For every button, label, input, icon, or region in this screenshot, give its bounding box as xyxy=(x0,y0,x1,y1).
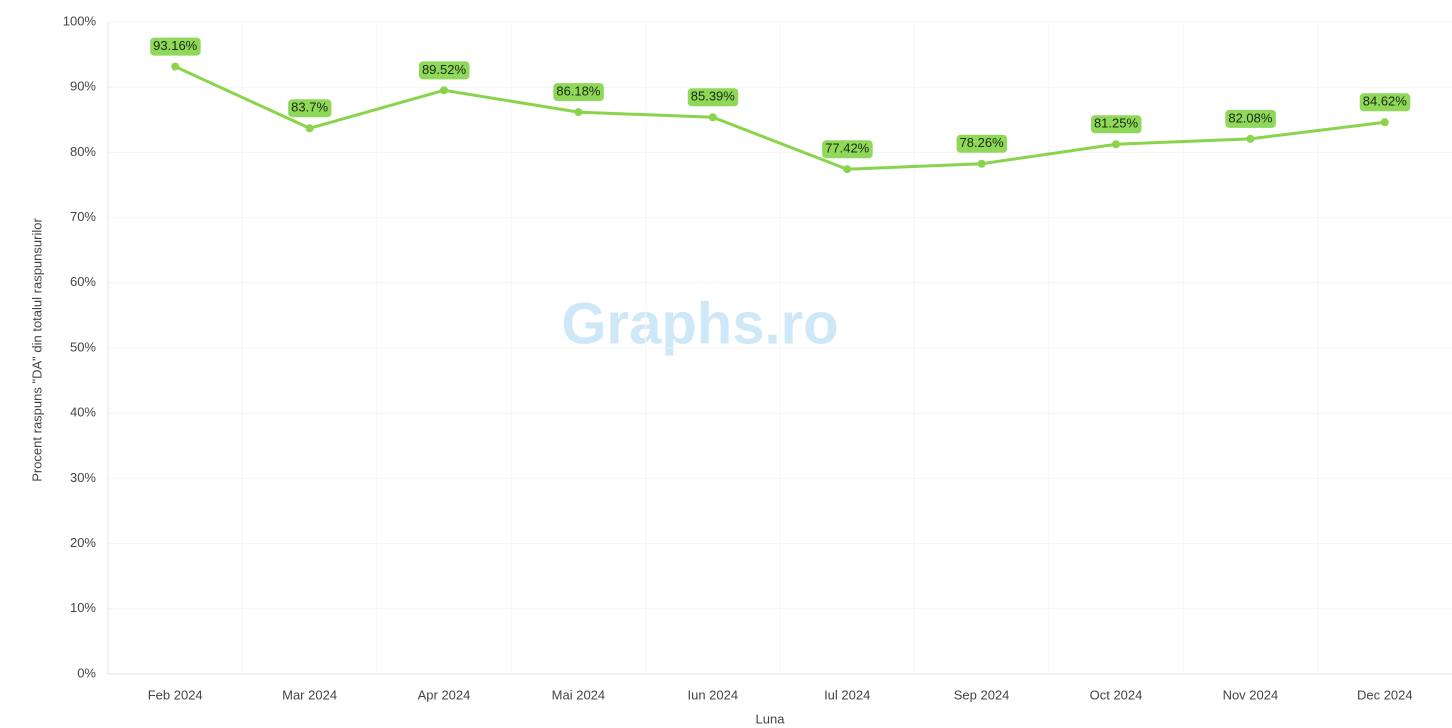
y-tick-label: 50% xyxy=(70,339,96,354)
point xyxy=(440,86,448,95)
value-label-bg xyxy=(418,61,470,80)
value-label-bg xyxy=(553,83,604,102)
point xyxy=(708,113,717,122)
y-tick-label: 80% xyxy=(70,144,96,159)
y-tick-label: 90% xyxy=(70,79,96,94)
watermark: Graphs.ro xyxy=(561,291,838,356)
value-label-bg xyxy=(1090,115,1142,134)
x-tick-label: Mai 2024 xyxy=(552,687,605,702)
x-tick-label: Feb 2024 xyxy=(148,687,203,702)
series-line xyxy=(174,65,1385,171)
y-axis-label: Procent raspuns "DA" din totalul raspuns… xyxy=(29,218,44,482)
point xyxy=(305,124,314,133)
value-label-text: 81.25% xyxy=(1094,116,1139,131)
point xyxy=(977,159,986,168)
value-label-text: 78.26% xyxy=(960,135,1005,150)
value-label-text: 86.18% xyxy=(556,84,601,99)
x-tick-label: Oct 2024 xyxy=(1090,687,1143,702)
x-tick-label: Sep 2024 xyxy=(954,687,1010,702)
value-label-bg xyxy=(822,140,873,159)
value-label: 86.18% xyxy=(553,83,604,102)
x-tick-label: Nov 2024 xyxy=(1223,687,1279,702)
value-label: 84.62% xyxy=(1359,93,1411,112)
value-label: 77.42% xyxy=(822,140,873,159)
value-label-text: 77.42% xyxy=(825,141,870,156)
value-label: 93.16% xyxy=(150,37,201,56)
x-axis-label: Luna xyxy=(756,711,786,726)
value-label-bg xyxy=(1359,93,1411,112)
point xyxy=(1246,134,1255,143)
x-tick-label: Mar 2024 xyxy=(282,687,337,702)
value-label-bg xyxy=(150,37,201,56)
value-label: 83.7% xyxy=(288,99,332,118)
x-tick-label: Dec 2024 xyxy=(1357,687,1413,702)
y-tick-label: 70% xyxy=(70,209,96,224)
y-tick-label: 20% xyxy=(70,535,96,550)
value-label: 85.39% xyxy=(687,88,739,107)
point xyxy=(574,108,583,117)
value-label-text: 89.52% xyxy=(422,62,467,77)
x-tick-label: Iul 2024 xyxy=(824,687,870,702)
value-label: 81.25% xyxy=(1090,115,1142,134)
point xyxy=(1112,140,1120,149)
point xyxy=(843,165,852,174)
value-label-bg xyxy=(288,99,332,118)
y-tick-label: 100% xyxy=(63,13,97,28)
value-label-bg xyxy=(1225,109,1276,128)
value-label-text: 85.39% xyxy=(691,89,736,104)
value-label: 89.52% xyxy=(418,61,470,80)
y-tick-label: 60% xyxy=(70,274,96,289)
y-tick-label: 30% xyxy=(70,470,96,485)
point xyxy=(1380,118,1389,127)
point xyxy=(171,62,180,71)
y-tick-label: 0% xyxy=(77,665,96,680)
value-label-bg xyxy=(956,134,1008,153)
value-label: 82.08% xyxy=(1225,109,1276,128)
y-tick-label: 10% xyxy=(70,600,96,615)
value-label: 78.26% xyxy=(956,134,1008,153)
y-tick-label: 40% xyxy=(70,405,96,420)
value-label-text: 84.62% xyxy=(1363,94,1408,109)
value-label-text: 93.16% xyxy=(153,38,198,53)
x-tick-label: Iun 2024 xyxy=(687,687,738,702)
value-label-bg xyxy=(687,88,739,107)
value-label-text: 82.08% xyxy=(1228,110,1273,125)
value-label-text: 83.7% xyxy=(291,100,328,115)
x-tick-label: Apr 2024 xyxy=(418,687,471,702)
